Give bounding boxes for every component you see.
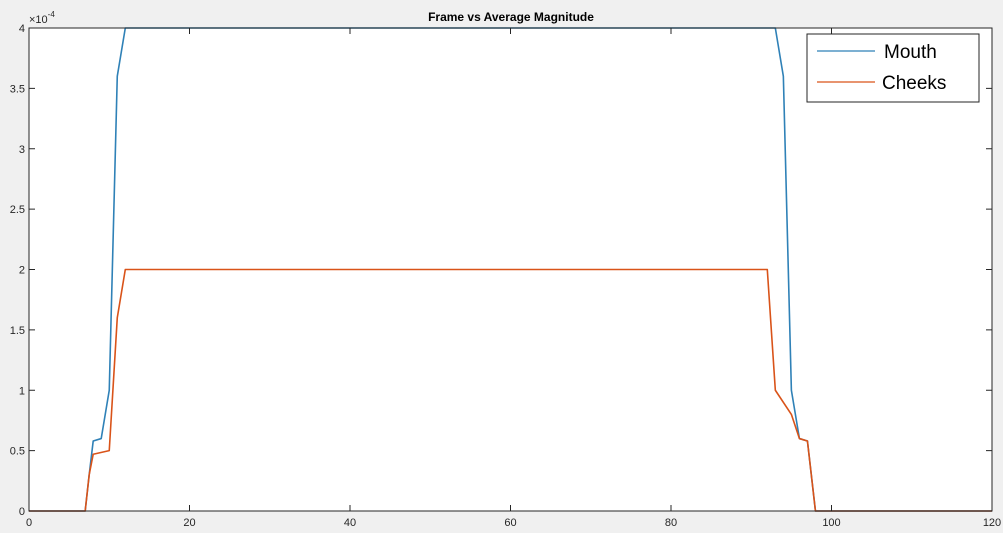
y-tick-label: 1: [19, 385, 25, 397]
y-tick-label: 3: [19, 144, 25, 156]
legend-label-cheeks: Cheeks: [882, 73, 946, 94]
x-tick-label: 20: [183, 517, 195, 529]
x-tick-label: 60: [504, 517, 516, 529]
ticks-layer: 0 20 40 60 80 100 120 0 0.5 1 1.5 2 2.5 3 3.5 4: [10, 23, 1001, 529]
y-tick-label: 2: [19, 265, 25, 277]
series-line-cheeks: [29, 268, 992, 512]
x-tick-label: 80: [665, 517, 677, 529]
y-exponent-label: ×10-4: [29, 10, 55, 26]
y-tick-label: 1.5: [10, 325, 25, 337]
x-tick-label: 40: [344, 517, 356, 529]
chart-title: Frame vs Average Magnitude: [428, 10, 594, 24]
legend-label-mouth: Mouth: [884, 42, 937, 63]
y-tick-label: 0: [19, 506, 25, 518]
y-tick-label: 0.5: [10, 446, 25, 458]
y-tick-label: 2.5: [10, 204, 25, 216]
y-tick-label: 3.5: [10, 83, 25, 95]
y-tick-label: 4: [19, 23, 25, 35]
legend-box: [806, 33, 980, 103]
x-tick-label: 120: [983, 517, 1001, 529]
legend: Mouth Cheeks: [806, 33, 980, 103]
x-tick-label: 100: [822, 517, 840, 529]
x-tick-label: 0: [26, 517, 32, 529]
